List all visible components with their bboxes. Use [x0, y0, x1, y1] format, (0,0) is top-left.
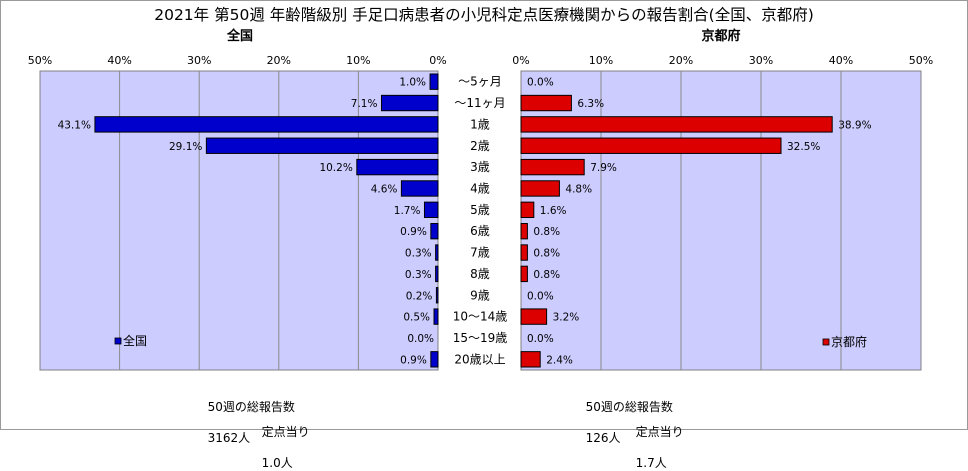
national-data-label: 0.9% — [400, 354, 427, 366]
age-category-label: 4歳 — [470, 181, 490, 195]
national-per-value: 1.0人 — [261, 456, 293, 470]
kyoto-data-label: 4.8% — [565, 183, 592, 195]
kyoto-bar — [520, 201, 535, 219]
kyoto-total-value: 126人 — [585, 431, 621, 445]
national-bar — [430, 222, 439, 240]
kyoto-legend-swatch — [822, 338, 830, 346]
kyoto-bar — [520, 94, 572, 112]
kyoto-data-label: 1.6% — [540, 205, 567, 217]
kyoto-data-label: 32.5% — [787, 141, 820, 153]
kyoto-per-row: 定点当り 1.7人 — [628, 409, 684, 471]
national-data-label: 43.1% — [58, 119, 91, 131]
age-category-label: 〜5ヶ月 — [458, 75, 502, 89]
chart-title: 2021年 第50週 年齢階級別 手足口病患者の小児科定点医療機関からの報告割合… — [154, 6, 814, 24]
age-category-label: 8歳 — [470, 267, 490, 281]
right-x-tick-label: 0% — [512, 54, 529, 67]
national-data-label: 29.1% — [169, 141, 202, 153]
age-category-label: 7歳 — [470, 246, 490, 260]
national-data-label: 0.0% — [407, 333, 434, 345]
national-bar — [423, 201, 439, 219]
kyoto-bar — [520, 116, 833, 133]
national-bar — [435, 244, 439, 261]
kyoto-data-label: 3.2% — [553, 312, 580, 324]
national-per-row: 定点当り 1.0人 — [254, 409, 310, 471]
left-panel-title: 全国 — [226, 28, 253, 44]
kyoto-bar — [520, 180, 560, 197]
kyoto-data-label: 38.9% — [838, 119, 871, 131]
national-data-label: 7.1% — [351, 98, 378, 110]
national-data-label: 1.7% — [394, 205, 421, 217]
kyoto-per-label: 定点当り — [635, 425, 684, 439]
national-bar — [435, 287, 439, 304]
kyoto-bar — [520, 137, 782, 154]
kyoto-bar — [520, 222, 528, 240]
age-category-label: 1歳 — [470, 117, 490, 131]
left-x-tick-label: 50% — [28, 54, 52, 67]
national-data-label: 1.0% — [399, 77, 426, 89]
kyoto-data-label: 0.8% — [533, 226, 560, 238]
national-bar — [380, 94, 439, 112]
national-data-label: 0.3% — [405, 269, 432, 281]
kyoto-data-label: 0.8% — [533, 248, 560, 260]
left-x-tick-label: 40% — [107, 54, 131, 67]
national-bar — [94, 116, 439, 133]
national-data-label: 0.5% — [403, 312, 430, 324]
national-bar — [433, 308, 439, 325]
right-plot-area — [520, 70, 922, 371]
kyoto-data-label: 2.4% — [546, 354, 573, 366]
age-category-label: 15〜19歳 — [453, 331, 508, 345]
national-data-label: 10.2% — [319, 162, 352, 174]
left-x-tick-label: 30% — [187, 54, 211, 67]
kyoto-bar — [520, 158, 585, 176]
national-data-label: 4.6% — [371, 183, 398, 195]
right-x-tick-label: 10% — [589, 54, 613, 67]
national-bar — [205, 137, 439, 154]
age-category-label: 20歳以上 — [454, 352, 505, 366]
kyoto-bar — [520, 244, 528, 261]
left-x-tick-label: 20% — [267, 54, 291, 67]
kyoto-legend-label: 京都府 — [831, 334, 867, 349]
kyoto-bar — [520, 351, 541, 368]
national-data-label: 0.9% — [400, 226, 427, 238]
kyoto-data-label: 6.3% — [577, 98, 604, 110]
right-x-tick-label: 50% — [909, 54, 933, 67]
age-distribution-chart: 2021年 第50週 年齢階級別 手足口病患者の小児科定点医療機関からの報告割合… — [28, 6, 933, 371]
kyoto-data-label: 7.9% — [590, 162, 617, 174]
age-category-label: 〜11ヶ月 — [454, 96, 505, 110]
national-bar — [356, 158, 439, 176]
national-bar — [400, 180, 439, 197]
right-x-tick-label: 40% — [829, 54, 853, 67]
age-category-label: 6歳 — [470, 224, 490, 238]
national-total-label: 50週の総報告数 — [207, 400, 295, 414]
national-bar — [429, 73, 439, 90]
right-panel-title: 京都府 — [701, 28, 740, 44]
kyoto-per-value: 1.7人 — [635, 456, 667, 470]
age-category-label: 5歳 — [470, 203, 490, 217]
national-bar — [430, 351, 439, 368]
age-category-label: 10〜14歳 — [453, 310, 508, 324]
kyoto-bar — [520, 265, 528, 283]
kyoto-bar — [520, 308, 548, 325]
left-plot-area — [39, 70, 439, 371]
national-legend-label: 全国 — [123, 333, 147, 348]
right-x-tick-label: 20% — [669, 54, 693, 67]
national-legend-swatch — [114, 337, 122, 345]
left-x-tick-label: 0% — [429, 54, 446, 67]
left-x-tick-label: 10% — [346, 54, 370, 67]
age-category-label: 2歳 — [470, 139, 490, 153]
national-bar — [435, 265, 439, 283]
kyoto-data-label: 0.0% — [527, 290, 554, 302]
age-category-label: 3歳 — [470, 160, 490, 174]
kyoto-data-label: 0.0% — [527, 77, 554, 89]
kyoto-data-label: 0.0% — [527, 333, 554, 345]
right-x-tick-label: 30% — [749, 54, 773, 67]
national-data-label: 0.2% — [406, 290, 433, 302]
kyoto-total-label: 50週の総報告数 — [585, 400, 673, 414]
age-category-label: 9歳 — [470, 288, 490, 302]
national-data-label: 0.3% — [405, 248, 432, 260]
national-per-label: 定点当り — [261, 425, 310, 439]
kyoto-data-label: 0.8% — [533, 269, 560, 281]
national-total-value: 3162人 — [207, 431, 251, 445]
